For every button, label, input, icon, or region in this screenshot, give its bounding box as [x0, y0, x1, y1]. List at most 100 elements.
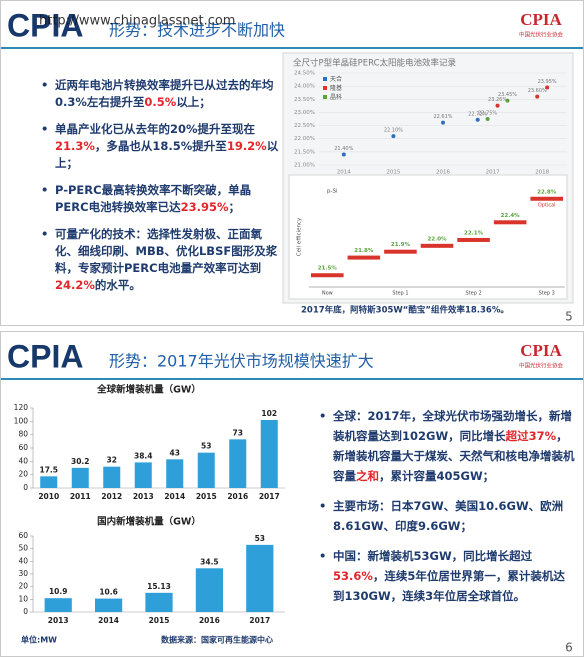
bar: [195, 568, 224, 612]
footnote: 数据来源：国家可再生能源中心: [161, 635, 273, 645]
bullet-text: 53.6%: [333, 569, 373, 583]
y-tick-label: 40: [18, 556, 28, 565]
data-label: 23.45%: [498, 92, 517, 98]
step-bar: [384, 249, 417, 254]
logo-text: CPIA: [7, 338, 83, 374]
y-tick-label: 50: [18, 544, 28, 553]
header-band: [1, 378, 583, 380]
data-label: 23.95%: [538, 79, 557, 85]
bar: [166, 459, 184, 488]
x-tick-label: 2016: [199, 616, 220, 625]
bullet-text: ，连续5年位居世界第一，累计装机达到130GW，连续3年位居全球首位。: [333, 569, 565, 603]
slide: CPIA 形势：技术进步不断加快 http://www.chinaglassnet.…: [0, 0, 584, 326]
step-bar: [493, 220, 527, 225]
data-label: 10.6: [99, 588, 118, 597]
legend-label: 晶科: [330, 93, 342, 101]
step-bar: [457, 237, 490, 242]
y-tick-label: 24.00%: [294, 84, 315, 90]
chart-title: 国内新增装机量（GW）: [97, 516, 201, 528]
bar: [246, 544, 274, 612]
x-tick-label: 2015: [386, 170, 400, 176]
bullet-text: P-PERC最高转换效率不断突破，单晶PERC电池转换效率已达: [55, 183, 252, 214]
data-label: 21.8%: [354, 248, 374, 254]
bullet-text: 可量产化的技术：选择性发射极、正面氧化、细线印刷、MBB、优化LBSF图形及浆料…: [55, 227, 278, 275]
corner-logo: CPIA: [520, 10, 562, 29]
bar: [103, 466, 121, 488]
bullet-text: 超过37%: [505, 429, 557, 443]
step-bar: [347, 255, 381, 260]
data-label: 10.9: [49, 587, 68, 596]
x-tick-label: 2015: [196, 492, 217, 501]
x-tick-label: 2016: [227, 492, 248, 501]
x-tick-label: 2012: [101, 492, 122, 501]
bar: [229, 439, 247, 488]
legend-marker: [323, 95, 327, 99]
data-label: 22.0%: [427, 236, 447, 242]
data-label: 34.5: [200, 557, 219, 566]
slide-canvas: CPIA 形势：技术进步不断加快http://www.chinaglassnet.…: [1, 7, 583, 324]
page-number: 5: [565, 310, 573, 324]
data-label: 53: [201, 442, 211, 451]
data-label: 15.13: [147, 582, 171, 591]
bullet-text: 全球：2017年，全球光伏市场强劲增长，新增装机容量达到102GW，同比增长: [333, 409, 573, 443]
y-tick-label: 20: [18, 582, 28, 591]
bullet: 中国：新增装机53GW，同比增长超过 53.6%，连续5年位居世界第一，累计装机达…: [319, 546, 575, 606]
data-point: [505, 98, 510, 103]
header-band: [1, 47, 583, 49]
step-bar: [420, 243, 454, 248]
data-label: 21.40%: [334, 146, 353, 152]
bullet: 近两年电池片转换效率提升已从过去的年均0.3%左右提升至0.5%以上；: [41, 77, 279, 111]
bullet: 可量产化的技术：选择性发射极、正面氧化、细线印刷、MBB、优化LBSF图形及浆料…: [41, 226, 279, 294]
x-tick-label: 2014: [98, 616, 119, 625]
x-tick-label: 2014: [337, 170, 351, 176]
x-tick-label: 2018: [535, 170, 549, 176]
page-number: 6: [565, 641, 573, 655]
data-label: 23.60%: [528, 88, 547, 94]
watermark: http://www.chinaglassnet.com: [39, 14, 235, 29]
data-label: 22.4%: [501, 213, 521, 219]
bullet: 全球：2017年，全球光伏市场强劲增长，新增装机容量达到102GW，同比增长超过…: [319, 406, 575, 486]
axis-label: Cell efficiency: [297, 217, 303, 256]
bullet-list: 全球：2017年，全球光伏市场强劲增长，新增装机容量达到102GW，同比增长超过…: [319, 406, 575, 616]
y-tick-label: 100: [14, 416, 29, 425]
data-point: [545, 85, 550, 90]
y-tick-label: 60: [18, 531, 28, 540]
chart-title: 全球新增装机量（GW）: [96, 384, 201, 396]
y-tick-label: 23.00%: [294, 110, 315, 116]
bullet-text: 近两年电池片转换效率提升已从过去的年均0.3%左右提升至: [55, 78, 274, 109]
data-label: 43: [170, 448, 180, 457]
data-label: 22.75%: [478, 111, 497, 117]
bullet-text: 以上；: [176, 95, 211, 109]
slide: CPIA 形势：2017年光伏市场规模快速扩大 CPIA 中国光伏行业协会 全球新增装机…: [0, 331, 584, 657]
legend-marker: [323, 77, 327, 81]
slide-title: 形势：2017年光伏市场规模快速扩大: [109, 352, 374, 371]
corner-logo-sub: 中国光伏行业协会: [519, 362, 564, 370]
y-tick-label: 0: [23, 607, 28, 616]
step-bar: [311, 273, 344, 278]
data-label: 22.10%: [384, 128, 403, 134]
step-bar: [530, 196, 563, 201]
bullet-text: 的水平。: [94, 278, 141, 292]
bar: [94, 598, 123, 612]
data-label: 22.72%: [468, 111, 487, 117]
x-tick-label: 2017: [249, 616, 270, 625]
bar: [145, 592, 173, 612]
y-tick-label: 40: [18, 456, 28, 465]
bar: [197, 452, 215, 488]
bullet-text: ；: [228, 200, 240, 214]
bullet-text: 23.95%: [180, 200, 229, 214]
data-label: 22.1%: [464, 230, 484, 236]
data-label: 22.61%: [433, 114, 452, 120]
bullet-text: 中国：新增装机53GW，同比增长超过: [333, 549, 533, 563]
y-tick-label: 21.00%: [294, 163, 315, 169]
x-tick-label: 2017: [259, 492, 280, 501]
bullet-text: 21.3%: [55, 139, 95, 153]
data-label: 21.5%: [318, 266, 338, 272]
bullet-text: 主要市场：日本7GW、美国10.6GW、欧洲8.61GW、印度9.6GW；: [333, 499, 564, 533]
x-tick-label: 2016: [436, 170, 450, 176]
x-tick-label: 2015: [149, 616, 170, 625]
bullet-text: ，多晶也从18.5%提升至: [94, 139, 227, 153]
x-tick-label: 2010: [38, 492, 59, 501]
y-tick-label: 22.50%: [294, 123, 315, 129]
